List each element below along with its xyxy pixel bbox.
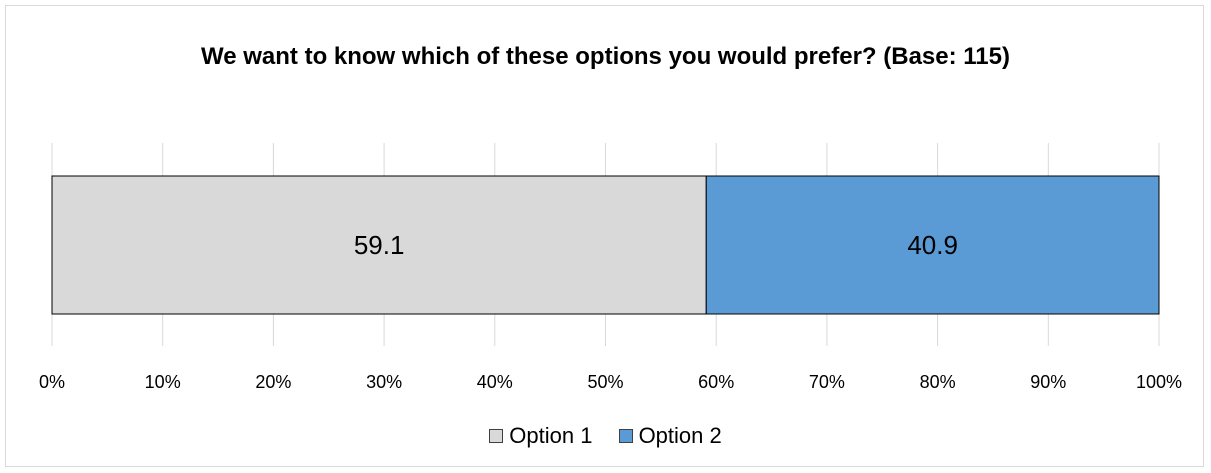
data-label-1: 59.1 bbox=[354, 230, 405, 260]
chart-title: We want to know which of these options y… bbox=[201, 43, 1010, 70]
bars: 59.1 40.9 bbox=[51, 175, 1160, 315]
x-tick-label-5: 50% bbox=[587, 372, 623, 392]
x-axis-tick-labels: 0% 10% 20% 30% 40% 50% 60% 70% 80% 90% 100% bbox=[39, 372, 1182, 392]
x-tick-label-10: 100% bbox=[1136, 372, 1182, 392]
legend-item-option-2: Option 2 bbox=[618, 423, 722, 449]
x-tick-label-1: 10% bbox=[145, 372, 181, 392]
bar-segment-2 bbox=[705, 175, 1160, 315]
legend-swatch-option-1 bbox=[489, 429, 504, 443]
x-tick-label-2: 20% bbox=[255, 372, 291, 392]
legend-label-option-1: Option 1 bbox=[509, 423, 593, 448]
x-tick-label-7: 70% bbox=[809, 372, 845, 392]
data-label-2: 40.9 bbox=[907, 230, 958, 260]
x-tick-label-8: 80% bbox=[920, 372, 956, 392]
legend-label-option-2: Option 2 bbox=[638, 423, 722, 448]
legend-item-option-1: Option 1 bbox=[489, 423, 592, 449]
legend: Option 1 Option 2 bbox=[0, 423, 1211, 449]
x-tick-label-4: 40% bbox=[477, 372, 513, 392]
legend-swatch-option-2 bbox=[618, 429, 633, 443]
x-tick-label-3: 30% bbox=[366, 372, 402, 392]
x-tick-label-0: 0% bbox=[39, 372, 65, 392]
x-tick-label-6: 60% bbox=[698, 372, 734, 392]
x-tick-label-9: 90% bbox=[1030, 372, 1066, 392]
chart-title-container: We want to know which of these options y… bbox=[0, 40, 1211, 74]
